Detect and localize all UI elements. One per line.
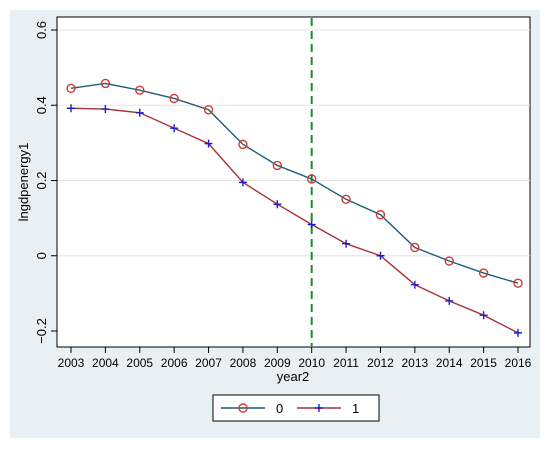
y-axis-label: lngdpenergy1 — [16, 143, 31, 222]
x-tick-label: 2004 — [92, 356, 119, 370]
legend-label: 1 — [352, 401, 359, 416]
x-tick-label: 2009 — [264, 356, 291, 370]
data-point — [135, 85, 145, 95]
x-tick-label: 2016 — [505, 356, 532, 370]
x-tick-label: 2011 — [333, 356, 359, 370]
data-point — [169, 93, 179, 104]
y-tick-label: 0.2 — [34, 171, 49, 189]
x-tick-label: 2003 — [58, 356, 85, 370]
series-1 — [67, 104, 522, 337]
x-tick-label: 2015 — [470, 356, 497, 370]
data-point — [272, 160, 283, 171]
data-point — [204, 139, 213, 148]
legend-swatch-marker — [238, 403, 248, 413]
data-point — [341, 194, 351, 205]
data-point — [410, 280, 419, 289]
x-tick-label: 2005 — [126, 356, 153, 370]
series-0 — [66, 78, 523, 288]
x-tick-label: 2010 — [298, 356, 325, 370]
x-tick-label: 2013 — [401, 356, 428, 370]
x-tick-label: 2012 — [367, 356, 394, 370]
data-point — [135, 108, 144, 117]
data-point — [376, 251, 385, 260]
x-tick-label: 2006 — [161, 356, 188, 370]
data-point — [101, 105, 110, 114]
data-point — [307, 220, 316, 229]
x-tick-label: 2007 — [195, 356, 222, 370]
legend-label: 0 — [276, 401, 283, 416]
data-point — [375, 210, 386, 220]
y-tick-label: −0.2 — [34, 318, 49, 344]
data-point — [513, 278, 523, 288]
data-point — [479, 311, 488, 320]
series-layer — [66, 78, 523, 337]
data-point — [514, 328, 522, 337]
data-point — [478, 268, 489, 278]
data-point — [342, 239, 351, 248]
x-axis-label: year2 — [277, 369, 310, 384]
series-line — [70, 107, 519, 334]
data-point — [273, 200, 282, 209]
x-axis-ticks: 2003 2004 2005 2006 2007 2008 2009 2010 2011 2012… — [58, 347, 532, 370]
data-point — [238, 178, 247, 187]
data-point — [170, 124, 179, 133]
data-point — [445, 296, 454, 305]
y-axis-ticks: −0.2 0 0.2 0.4 0.6 — [34, 21, 57, 344]
data-point — [444, 256, 454, 266]
grid — [57, 29, 530, 257]
series-line — [70, 82, 519, 284]
data-point — [203, 105, 214, 115]
data-point — [410, 242, 420, 253]
x-tick-label: 2014 — [436, 356, 463, 370]
data-point — [100, 78, 111, 89]
y-tick-label: 0.6 — [34, 21, 49, 39]
legend-item-0: 0 — [221, 401, 283, 416]
data-point — [66, 83, 76, 94]
data-point — [306, 174, 317, 184]
y-tick-label: 0 — [34, 252, 49, 259]
legend-item-1: 1 — [297, 401, 359, 416]
y-tick-label: 0.4 — [34, 96, 49, 114]
data-point — [67, 104, 75, 113]
plot-area — [56, 16, 531, 348]
x-tick-label: 2008 — [230, 356, 257, 370]
data-point — [238, 139, 248, 150]
legend-swatch-marker — [315, 404, 323, 412]
legend-box — [212, 394, 380, 422]
